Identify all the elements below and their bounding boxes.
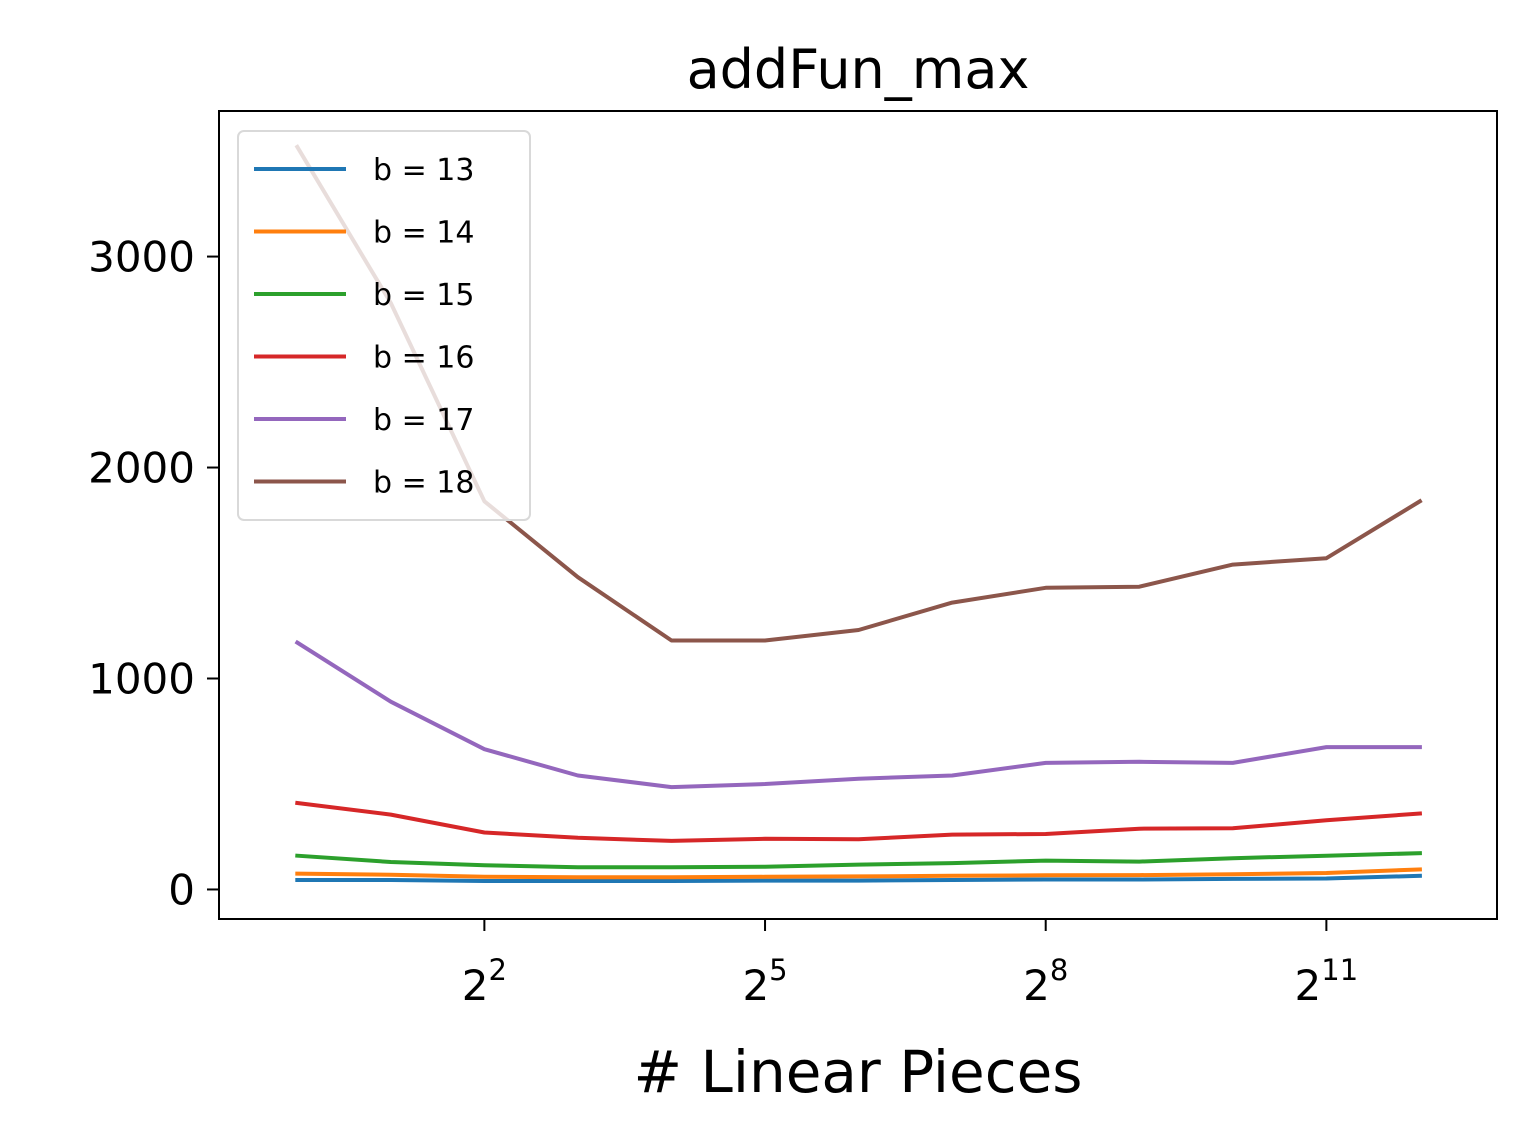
series-line-b15 <box>295 851 1422 870</box>
series-line-b16 <box>295 800 1423 843</box>
y-tick-label: 2000 <box>88 444 195 493</box>
x-axis-label: # Linear Pieces <box>633 1038 1082 1106</box>
x-tick-label: 211 <box>1295 953 1359 1010</box>
y-tick-label: 3000 <box>88 233 195 282</box>
legend-label: b = 15 <box>373 278 474 313</box>
x-tick-label: 28 <box>1023 953 1068 1010</box>
series-line-b17 <box>294 639 1422 790</box>
series-line-b14 <box>295 867 1422 880</box>
x-tick-label: 22 <box>462 953 507 1010</box>
legend-label: b = 16 <box>373 341 474 376</box>
x-tick-label: 25 <box>742 953 787 1010</box>
legend-label: b = 17 <box>373 403 474 438</box>
series-line-b13 <box>295 873 1422 883</box>
y-tick-label: 1000 <box>88 654 195 703</box>
x-axis: 22 25 28 211 <box>462 919 1358 1010</box>
legend-frame <box>237 130 531 521</box>
y-tick-label: 0 <box>168 865 195 914</box>
legend: b = 13 b = 14 b = 15 b = 16 b = 17 b = 18 <box>237 130 531 521</box>
plot-frame <box>218 110 1498 920</box>
legend-label: b = 18 <box>373 466 474 501</box>
legend-label: b = 14 <box>373 216 474 251</box>
y-axis: 0 1000 2000 3000 <box>88 233 219 914</box>
legend-label: b = 13 <box>373 153 474 188</box>
chart-title: addFun_max <box>687 38 1030 101</box>
